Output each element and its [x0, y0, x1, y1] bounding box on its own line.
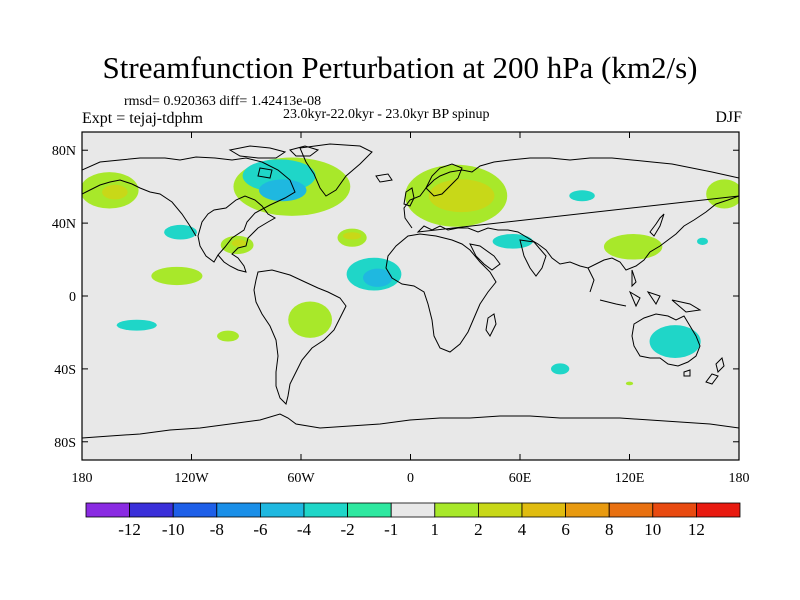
colorbar-box [259, 502, 305, 518]
colorbar-label: 1 [431, 520, 440, 539]
colorbar-box [565, 502, 610, 518]
coast-africa [385, 233, 497, 353]
chart-title: Streamfunction Perturbation at 200 hPa (… [102, 50, 698, 85]
y-tick-label: 40S [54, 363, 76, 378]
colorbar-label: 6 [561, 520, 570, 539]
coast-british-isles [403, 187, 415, 207]
anomaly-region [363, 268, 393, 287]
coast-eurasia [403, 157, 739, 271]
experiment-description: 23.0kyr-22.0kyr - 23.0kyr BP spinup [283, 107, 490, 122]
x-tick-label: 60E [509, 471, 532, 486]
anomaly-region [569, 190, 595, 202]
x-tick-label: 120E [615, 471, 645, 486]
y-tick-label: 0 [69, 290, 76, 305]
colorbar-box [85, 502, 130, 518]
anomaly-region [603, 234, 663, 260]
y-tick-label: 80S [54, 436, 76, 451]
anomaly-region [492, 234, 533, 249]
coast-australia [631, 313, 701, 377]
colorbar-label: 4 [518, 520, 527, 539]
coast-japan [649, 213, 665, 237]
anomaly-region [151, 266, 203, 286]
anomaly-region [649, 325, 701, 358]
x-tick-label: 60W [287, 471, 315, 486]
colorbar-box [303, 502, 348, 518]
colorbar-box [129, 502, 174, 518]
colorbar-box [216, 502, 261, 518]
x-tick-label: 120W [174, 471, 209, 486]
anomaly-region [102, 184, 128, 200]
anomaly-region [697, 237, 708, 245]
colorbar-label: -12 [118, 520, 141, 539]
y-tick-label: 40N [52, 217, 76, 232]
stats-line: rmsd= 0.920363 diff= 1.42413e-08 [124, 94, 322, 109]
colorbar-box [390, 502, 436, 518]
colorbar-label: -1 [384, 520, 398, 539]
colorbar-box [521, 502, 566, 518]
axes: 180 120W 60W 0 60E 120E 180 80N 40N 0 40S 80S [52, 132, 750, 486]
colorbar-label: 12 [688, 520, 705, 539]
anomaly-region [164, 224, 197, 240]
colorbar-box [696, 502, 741, 518]
anomaly-region [625, 381, 634, 386]
colorbar-label: -10 [162, 520, 185, 539]
coast-south-america [253, 269, 347, 405]
anomaly-region [288, 301, 333, 338]
plot-background [82, 132, 739, 460]
colorbar-label: -4 [297, 520, 312, 539]
coast-madagascar [485, 313, 497, 337]
anomaly-region [259, 179, 307, 202]
colorbar-box [347, 502, 392, 518]
colorbar: -12 -10 -8 -6 -4 -2 -1 1 2 4 6 8 10 12 [85, 502, 741, 539]
anomaly-layer [82, 157, 739, 386]
anomaly-region [551, 363, 570, 375]
anomaly-region [116, 319, 157, 331]
colorbar-label: -2 [341, 520, 355, 539]
x-tick-label: 180 [72, 471, 93, 486]
coast-arctic-islands [228, 145, 320, 179]
x-tick-label: 0 [407, 471, 414, 486]
colorbar-box [172, 502, 218, 518]
experiment-label: Expt = tejaj-tdphm [82, 110, 203, 127]
anomaly-region [217, 330, 239, 342]
colorbar-box [477, 502, 523, 518]
colorbar-box [652, 502, 697, 518]
coast-new-zealand [705, 357, 725, 385]
colorbar-label: -8 [210, 520, 224, 539]
x-tick-label: 180 [729, 471, 750, 486]
coast-scandinavia [425, 163, 463, 197]
anomaly-region [342, 232, 362, 240]
colorbar-box [608, 502, 654, 518]
y-tick-label: 80N [52, 144, 76, 159]
coast-greenland [299, 143, 373, 197]
colorbar-box [434, 502, 479, 518]
coastlines [82, 143, 739, 439]
anomaly-region [706, 179, 739, 209]
coast-southeast-asia [587, 267, 702, 313]
coast-arabia-india [469, 239, 547, 277]
season-label: DJF [715, 109, 742, 126]
colorbar-label: 10 [644, 520, 661, 539]
coast-iceland [375, 173, 393, 183]
colorbar-label: 2 [474, 520, 483, 539]
anomaly-region [428, 179, 495, 213]
coast-antarctica [82, 413, 739, 439]
colorbar-label: 8 [605, 520, 614, 539]
anomaly-region [231, 239, 247, 247]
colorbar-label: -6 [253, 520, 267, 539]
coast-north-america [82, 156, 296, 273]
